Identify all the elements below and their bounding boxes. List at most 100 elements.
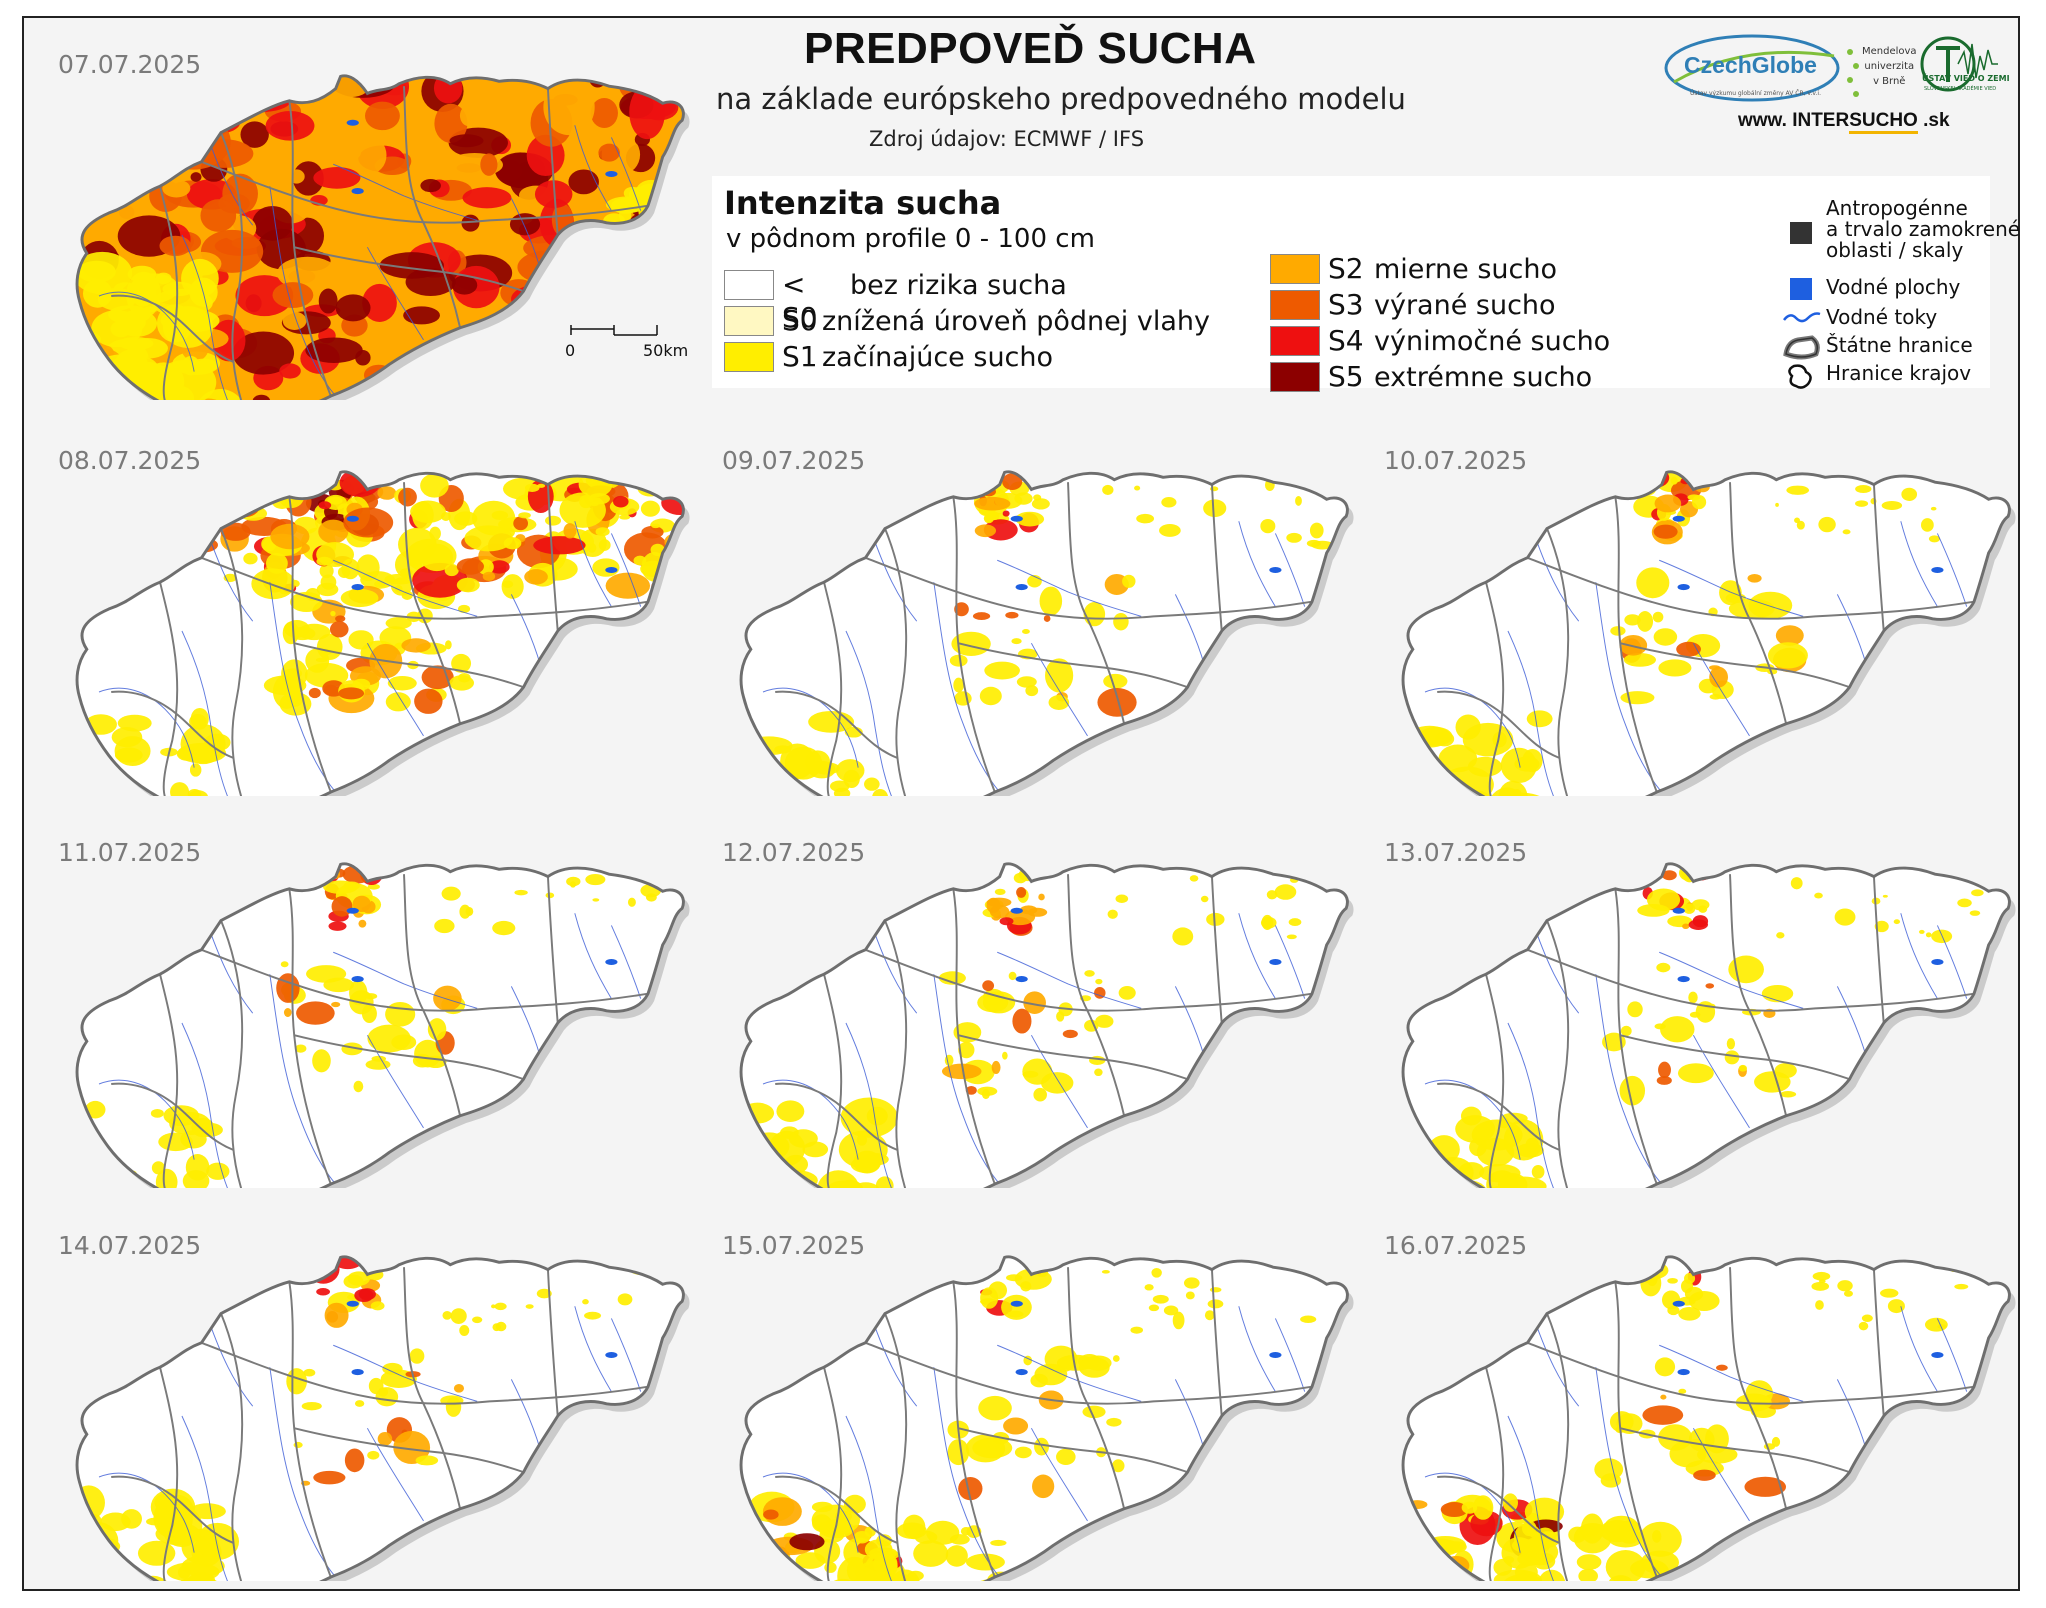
- drought-patch: [491, 510, 509, 520]
- drought-patch: [1407, 1500, 1428, 1509]
- drought-patch: [77, 161, 123, 207]
- legend-label: výrané sucho: [1374, 290, 1556, 321]
- drought-patch: [1016, 676, 1037, 688]
- river-line: [1424, 1472, 1521, 1553]
- drought-patch: [610, 396, 646, 400]
- map-date: 14.07.2025: [58, 1231, 202, 1260]
- drought-patch: [1620, 691, 1655, 705]
- drought-patch: [371, 1055, 387, 1062]
- drought-patch: [543, 78, 595, 136]
- drought-patch: [533, 536, 586, 555]
- drought-patch: [1112, 1355, 1120, 1362]
- river-line: [997, 1344, 1142, 1402]
- drought-patch: [617, 1293, 633, 1306]
- drought-patch: [276, 973, 300, 1003]
- drought-patch: [980, 1287, 999, 1309]
- water-body: [1010, 515, 1023, 522]
- river-line: [269, 582, 337, 793]
- drought-patch: [1012, 1008, 1032, 1034]
- drought-patch: [953, 1022, 982, 1043]
- region-border: [1872, 876, 1885, 1024]
- drought-patch: [1106, 1417, 1122, 1427]
- region-border: [823, 1366, 843, 1581]
- drought-patch: [676, 582, 684, 591]
- drought-patch: [433, 985, 462, 1011]
- water-body: [1677, 1369, 1690, 1376]
- drought-patch: [1698, 905, 1708, 913]
- drought-patch: [827, 1180, 864, 1188]
- drought-patch: [633, 555, 647, 566]
- legend-swatch: [1270, 290, 1320, 320]
- water-body: [1672, 1300, 1685, 1307]
- region-border: [865, 556, 1313, 620]
- map-panel: 09.07.2025: [696, 436, 1366, 796]
- region-border: [1437, 1475, 1560, 1544]
- drought-patch: [1266, 890, 1278, 900]
- drought-patch: [1724, 1050, 1740, 1065]
- drought-patch: [743, 1563, 778, 1581]
- drought-patch: [1002, 1051, 1008, 1060]
- region-border: [1614, 888, 1658, 1185]
- region-border: [111, 1475, 234, 1544]
- drought-patch: [840, 1097, 898, 1138]
- drought-patch: [1511, 1538, 1535, 1553]
- region-border: [1872, 484, 1885, 632]
- drought-patch: [1406, 1157, 1429, 1168]
- drought-patch: [769, 1579, 785, 1581]
- drought-patch: [651, 523, 661, 529]
- drought-patch: [403, 306, 440, 325]
- website-link[interactable]: www. INTERSUCHO .sk: [1738, 110, 1950, 134]
- drought-patch: [1062, 1029, 1078, 1039]
- drought-patch: [582, 1299, 589, 1305]
- drought-patch: [453, 1383, 465, 1393]
- drought-patch: [1653, 524, 1678, 539]
- legend-code: < S0: [782, 268, 818, 334]
- drought-patch: [780, 1126, 799, 1139]
- drought-map: [75, 862, 690, 1188]
- region-border: [1485, 973, 1505, 1188]
- drought-patch: [926, 1520, 960, 1545]
- drought-patch: [367, 1450, 380, 1460]
- drought-patch: [252, 394, 271, 400]
- drought-patch: [1834, 908, 1856, 926]
- drought-patch: [115, 312, 146, 333]
- drought-patch: [598, 539, 611, 551]
- drought-patch: [126, 271, 162, 318]
- drought-patch: [335, 615, 346, 623]
- drought-patch: [324, 1302, 349, 1328]
- drought-patch: [410, 388, 472, 400]
- drought-patch: [352, 895, 371, 913]
- map-panel: 15.07.2025: [696, 1221, 1366, 1581]
- drought-patch: [566, 876, 581, 887]
- drought-patch: [385, 1001, 416, 1027]
- river-line: [845, 1415, 898, 1581]
- state-border-icon: [1783, 335, 1820, 360]
- drought-patch: [1498, 780, 1528, 796]
- drought-patch: [189, 277, 218, 307]
- water-body: [1269, 1351, 1282, 1359]
- drought-patch: [561, 336, 581, 348]
- drought-patch: [1403, 1179, 1440, 1188]
- czechglobe-logo: CzechGlobe Ústav výzkumu globální změny …: [1664, 32, 1844, 102]
- drought-patch: [214, 501, 229, 514]
- uvz-logo-text: ÚSTAV VIED O ZEMI: [1922, 74, 2010, 83]
- drought-patch: [222, 173, 258, 214]
- drought-patch: [1033, 494, 1042, 501]
- drought-patch: [155, 272, 172, 285]
- drought-patch: [1609, 1411, 1634, 1433]
- drought-patch: [621, 240, 648, 259]
- drought-patch: [316, 1288, 331, 1296]
- drought-patch: [406, 549, 423, 567]
- drought-patch: [283, 387, 304, 399]
- drought-patch: [314, 1268, 324, 1276]
- drought-patch: [318, 501, 332, 510]
- drought-patch: [677, 573, 684, 579]
- river-line: [333, 1344, 478, 1402]
- drought-patch: [109, 166, 127, 178]
- drought-patch: [763, 1509, 779, 1520]
- drought-patch: [329, 621, 349, 638]
- drought-patch: [1855, 485, 1872, 494]
- river-line: [1692, 1427, 1750, 1522]
- drought-patch: [155, 1522, 201, 1546]
- drought-patch: [355, 349, 371, 366]
